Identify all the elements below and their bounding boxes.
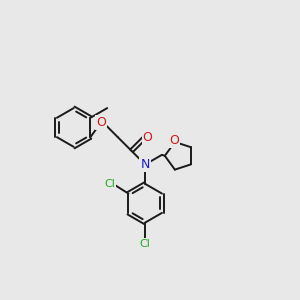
Text: Cl: Cl	[104, 179, 115, 189]
Text: O: O	[96, 116, 106, 129]
Text: O: O	[169, 134, 179, 147]
Text: O: O	[142, 130, 152, 144]
Text: N: N	[140, 158, 150, 171]
Text: Cl: Cl	[140, 239, 151, 249]
